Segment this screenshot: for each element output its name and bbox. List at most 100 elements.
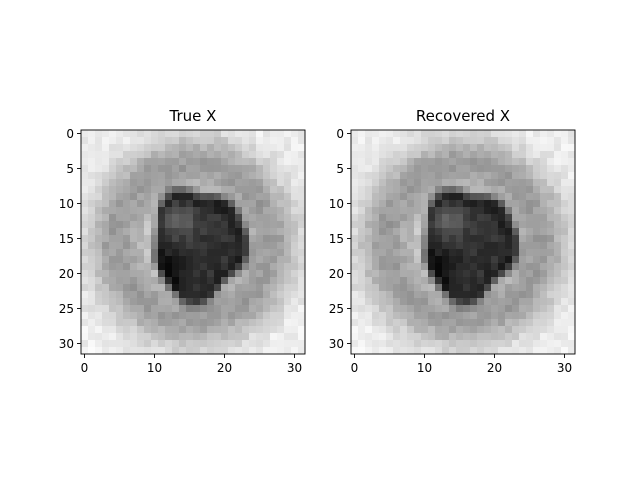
pixel-cell: [270, 270, 278, 278]
pixel-cell: [235, 158, 243, 166]
pixel-cell: [123, 263, 131, 271]
pixel-cell: [249, 291, 257, 299]
pixel-cell: [533, 270, 541, 278]
pixel-cell: [123, 242, 131, 250]
pixel-cell: [123, 165, 131, 173]
pixel-cell: [442, 312, 450, 320]
pixel-cell: [221, 165, 229, 173]
pixel-cell: [421, 200, 429, 208]
pixel-cell: [158, 228, 166, 236]
pixel-cell: [137, 165, 145, 173]
pixel-cell: [449, 291, 457, 299]
pixel-cell: [186, 193, 194, 201]
pixel-cell: [407, 242, 415, 250]
pixel-cell: [393, 144, 401, 152]
pixel-cell: [400, 172, 408, 180]
pixel-cell: [165, 284, 173, 292]
pixel-cell: [221, 277, 229, 285]
pixel-cell: [393, 312, 401, 320]
pixel-cell: [428, 263, 436, 271]
pixel-cell: [477, 235, 485, 243]
pixel-cell: [498, 326, 506, 334]
pixel-cell: [456, 298, 464, 306]
pixel-cell: [498, 312, 506, 320]
pixel-cell: [172, 340, 180, 348]
pixel-cell: [221, 137, 229, 145]
pixel-cell: [81, 144, 89, 152]
pixel-cell: [88, 186, 96, 194]
pixel-cell: [393, 249, 401, 257]
pixel-cell: [519, 249, 527, 257]
pixel-cell: [379, 333, 387, 341]
pixel-cell: [256, 312, 264, 320]
pixel-cell: [151, 291, 159, 299]
pixel-cell: [256, 235, 264, 243]
pixel-cell: [442, 270, 450, 278]
pixel-cell: [498, 207, 506, 215]
pixel-cell: [263, 172, 271, 180]
pixel-cell: [491, 172, 499, 180]
pixel-cell: [214, 291, 222, 299]
pixel-cell: [477, 291, 485, 299]
pixel-cell: [200, 179, 208, 187]
pixel-cell: [463, 228, 471, 236]
pixel-cell: [533, 256, 541, 264]
pixel-cell: [484, 270, 492, 278]
pixel-cell: [428, 144, 436, 152]
pixel-cell: [358, 151, 366, 159]
pixel-cell: [242, 270, 250, 278]
pixel-cell: [123, 333, 131, 341]
pixel-cell: [172, 151, 180, 159]
pixel-cell: [249, 158, 257, 166]
y-tick-label: 30: [329, 337, 344, 351]
pixel-cell: [484, 256, 492, 264]
pixel-cell: [533, 291, 541, 299]
pixel-cell: [540, 312, 548, 320]
pixel-cell: [547, 144, 555, 152]
pixel-cell: [414, 186, 422, 194]
pixel-cell: [144, 144, 152, 152]
pixel-cell: [351, 263, 359, 271]
pixel-cell: [540, 263, 548, 271]
pixel-cell: [284, 214, 292, 222]
pixel-cell: [207, 137, 215, 145]
y-tick-label: 20: [59, 267, 74, 281]
pixel-cell: [207, 221, 215, 229]
pixel-cell: [407, 186, 415, 194]
pixel-cell: [442, 214, 450, 222]
pixel-cell: [116, 347, 124, 355]
pixel-cell: [526, 214, 534, 222]
pixel-cell: [109, 137, 117, 145]
pixel-cell: [561, 130, 569, 138]
pixel-cell: [414, 277, 422, 285]
pixel-cell: [568, 137, 576, 145]
pixel-cell: [540, 193, 548, 201]
pixel-cell: [88, 200, 96, 208]
pixel-cell: [242, 179, 250, 187]
pixel-cell: [200, 130, 208, 138]
pixel-cell: [533, 200, 541, 208]
pixel-cell: [256, 172, 264, 180]
pixel-cell: [207, 158, 215, 166]
pixel-cell: [235, 179, 243, 187]
pixel-cell: [95, 312, 103, 320]
pixel-cell: [372, 305, 380, 313]
pixel-cell: [130, 312, 138, 320]
pixel-cell: [393, 242, 401, 250]
pixel-cell: [158, 270, 166, 278]
pixel-cell: [242, 312, 250, 320]
pixel-cell: [386, 200, 394, 208]
pixel-cell: [277, 347, 285, 355]
pixel-cell: [519, 165, 527, 173]
pixel-cell: [109, 165, 117, 173]
pixel-cell: [400, 305, 408, 313]
pixel-cell: [365, 340, 373, 348]
pixel-cell: [414, 179, 422, 187]
pixel-cell: [214, 214, 222, 222]
pixel-cell: [242, 347, 250, 355]
pixel-cell: [372, 249, 380, 257]
pixel-cell: [421, 270, 429, 278]
pixel-cell: [158, 291, 166, 299]
pixel-cell: [421, 228, 429, 236]
pixel-cell: [484, 263, 492, 271]
